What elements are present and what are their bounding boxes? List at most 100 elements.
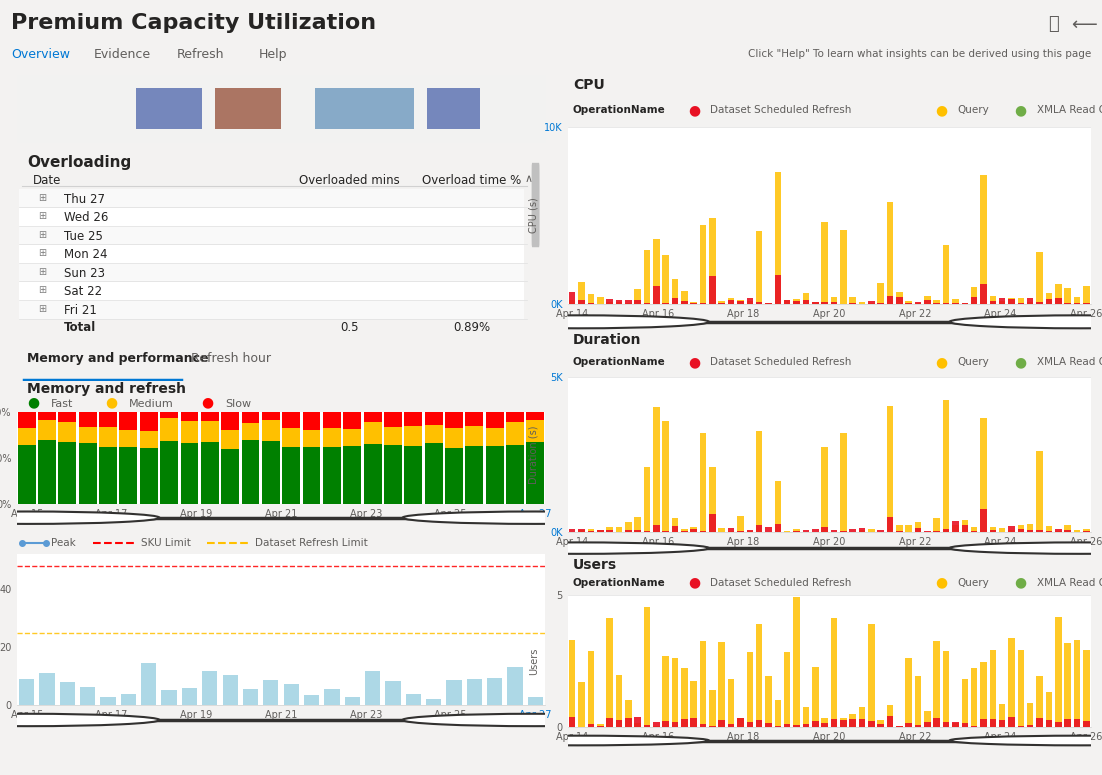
Bar — [971, 668, 977, 727]
Bar — [710, 514, 715, 532]
Bar — [644, 467, 650, 532]
Bar — [606, 527, 613, 532]
Bar — [943, 722, 949, 727]
Bar — [445, 412, 463, 428]
Bar — [140, 449, 158, 504]
Text: CPU: CPU — [573, 78, 605, 91]
Text: Premium Capacity Utilization: Premium Capacity Utilization — [11, 12, 376, 33]
Bar — [597, 724, 604, 727]
Bar — [1055, 531, 1061, 532]
Bar — [579, 530, 585, 532]
Bar — [812, 667, 819, 727]
Bar — [980, 509, 986, 532]
Text: Thu 27: Thu 27 — [64, 192, 105, 205]
Bar — [998, 721, 1005, 727]
Bar — [775, 172, 781, 304]
Bar — [597, 530, 604, 532]
Bar — [644, 725, 650, 727]
Bar — [756, 231, 763, 304]
FancyBboxPatch shape — [19, 301, 525, 319]
Bar — [812, 722, 819, 727]
Bar — [831, 618, 838, 727]
Bar — [635, 718, 641, 727]
Bar — [700, 433, 706, 532]
Bar — [569, 292, 575, 304]
Bar — [915, 725, 921, 727]
Text: Dataset Scheduled Refresh: Dataset Scheduled Refresh — [710, 357, 851, 367]
Bar — [160, 418, 179, 441]
Bar — [980, 284, 986, 304]
Bar — [775, 480, 781, 532]
Circle shape — [0, 512, 160, 524]
Bar — [1017, 298, 1024, 304]
Text: ●: ● — [688, 355, 700, 369]
Bar — [625, 522, 631, 532]
Bar — [241, 440, 259, 504]
Text: Peak: Peak — [51, 538, 76, 547]
FancyBboxPatch shape — [19, 189, 525, 207]
Text: ⊞: ⊞ — [37, 192, 46, 202]
Text: ⊞: ⊞ — [37, 285, 46, 295]
Bar — [99, 447, 117, 504]
Text: ⊞: ⊞ — [37, 267, 46, 277]
Text: XMLA Read Operation: XMLA Read Operation — [1037, 578, 1102, 587]
Bar — [877, 283, 884, 304]
Bar — [980, 719, 986, 727]
Bar — [802, 725, 809, 727]
Bar — [943, 400, 949, 532]
Bar — [998, 298, 1005, 304]
Bar — [746, 722, 753, 727]
Bar — [962, 525, 968, 532]
Bar — [784, 300, 790, 304]
Circle shape — [447, 315, 709, 329]
Bar — [1065, 302, 1071, 304]
Bar — [653, 525, 660, 532]
Bar — [840, 531, 846, 532]
Bar — [1017, 529, 1024, 532]
Bar — [1027, 524, 1034, 532]
Bar — [756, 624, 763, 727]
Text: XMLA Read Operation: XMLA Read Operation — [1037, 357, 1102, 367]
Bar — [644, 250, 650, 304]
Bar — [1008, 638, 1015, 727]
Bar — [775, 275, 781, 304]
Bar — [1055, 284, 1061, 304]
Bar — [58, 412, 76, 422]
Bar — [990, 650, 996, 727]
Bar — [579, 682, 585, 727]
Text: Duration: Duration — [573, 333, 641, 347]
Text: ●: ● — [934, 576, 947, 590]
Text: ●: ● — [1015, 355, 1027, 369]
Bar — [635, 722, 641, 727]
Bar — [424, 425, 443, 443]
Bar — [943, 529, 949, 532]
Bar — [858, 302, 865, 304]
Bar — [840, 229, 846, 304]
Bar — [877, 529, 884, 532]
Bar — [262, 441, 280, 504]
Bar — [1065, 529, 1071, 532]
Bar — [737, 718, 744, 727]
Bar — [323, 428, 341, 447]
Bar — [644, 607, 650, 727]
Bar — [896, 525, 903, 532]
Text: Dataset Scheduled Refresh: Dataset Scheduled Refresh — [710, 578, 851, 587]
Text: Mon 24: Mon 24 — [64, 248, 108, 261]
Text: Query: Query — [957, 357, 988, 367]
Bar — [404, 425, 422, 446]
Bar — [587, 529, 594, 532]
Bar — [282, 447, 300, 504]
Text: Sat 22: Sat 22 — [64, 285, 102, 298]
Bar — [162, 690, 176, 705]
Bar — [877, 725, 884, 727]
Bar — [1083, 649, 1090, 727]
Text: Overload time %: Overload time % — [422, 174, 521, 187]
Text: Slow: Slow — [226, 399, 251, 409]
Bar — [887, 716, 894, 727]
Bar — [1055, 298, 1061, 304]
Bar — [606, 618, 613, 727]
Text: Overloaded mins: Overloaded mins — [300, 174, 400, 187]
Bar — [383, 412, 402, 427]
Bar — [140, 432, 158, 449]
Bar — [858, 530, 865, 532]
